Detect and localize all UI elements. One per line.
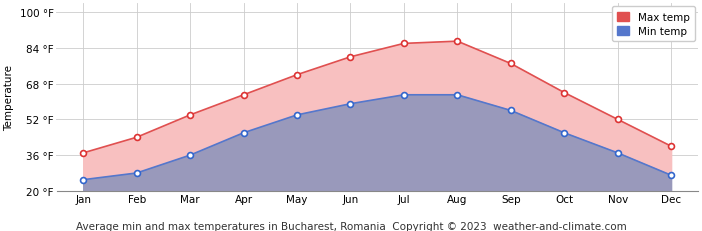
Point <box>185 154 196 157</box>
Point <box>612 118 623 122</box>
Point <box>291 73 303 77</box>
Point <box>665 174 677 177</box>
Point <box>451 94 463 97</box>
Point <box>238 131 249 135</box>
Point <box>505 109 517 113</box>
Point <box>398 94 409 97</box>
Point <box>238 94 249 97</box>
Point <box>131 136 143 140</box>
Text: Average min and max temperatures in Bucharest, Romania  Copyright © 2023  weathe: Average min and max temperatures in Buch… <box>76 221 626 231</box>
Point <box>559 91 570 95</box>
Point <box>345 56 356 59</box>
Point <box>398 42 409 46</box>
Point <box>559 131 570 135</box>
Point <box>665 145 677 148</box>
Point <box>345 102 356 106</box>
Point <box>78 151 89 155</box>
Y-axis label: Temperature: Temperature <box>4 65 14 131</box>
Point <box>185 114 196 117</box>
Point <box>131 171 143 175</box>
Point <box>451 40 463 44</box>
Legend: Max temp, Min temp: Max temp, Min temp <box>611 7 695 42</box>
Point <box>291 114 303 117</box>
Point <box>505 62 517 66</box>
Point <box>78 178 89 182</box>
Point <box>612 151 623 155</box>
